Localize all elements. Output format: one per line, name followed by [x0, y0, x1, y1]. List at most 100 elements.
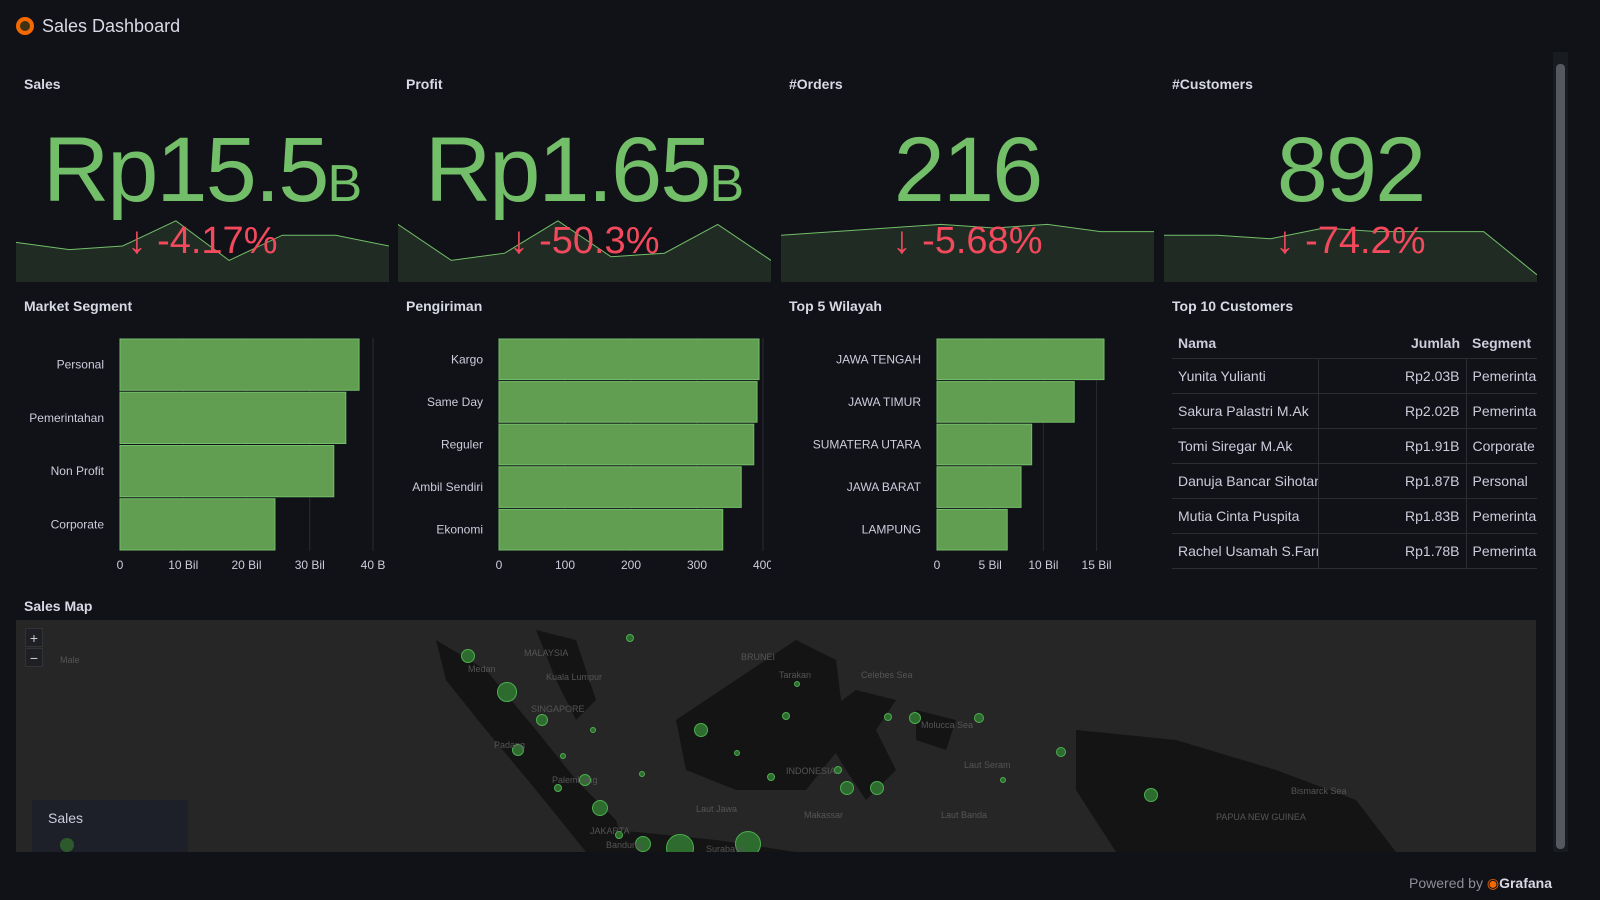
bar[interactable]	[936, 338, 1105, 381]
map-marker[interactable]	[590, 727, 596, 733]
scrollbar[interactable]	[1553, 52, 1568, 852]
stat-value: Rp15.5B	[16, 120, 389, 234]
grafana-logo-icon[interactable]	[16, 17, 34, 35]
map-marker[interactable]	[1000, 777, 1006, 783]
map-marker[interactable]	[734, 750, 740, 756]
bar[interactable]	[498, 338, 760, 381]
panel-title[interactable]: Sales	[24, 76, 61, 92]
dashboard-title[interactable]: Sales Dashboard	[42, 15, 181, 36]
stat-value: 216	[781, 120, 1154, 234]
grafana-link[interactable]: Grafana	[1499, 875, 1552, 891]
zoom-out-button[interactable]: −	[25, 648, 43, 667]
bar[interactable]	[119, 338, 360, 391]
map-marker[interactable]	[694, 723, 708, 737]
map-marker[interactable]	[735, 831, 761, 852]
map-label: SINGAPORE	[531, 704, 585, 714]
bar[interactable]	[119, 445, 335, 498]
table-row[interactable]: Danuja Bancar Sihotang Rp1.87B Personal	[1172, 463, 1537, 499]
bar[interactable]	[936, 508, 1008, 551]
bar[interactable]	[119, 391, 347, 444]
panel-title[interactable]: Profit	[406, 76, 443, 92]
map-marker[interactable]	[834, 766, 842, 774]
stat-panel-sales: Sales Rp15.5B ↓ -4.17%	[16, 70, 389, 282]
x-tick-label: 10 Bil	[168, 558, 198, 572]
stat-panel-profit: Profit Rp1.65B ↓ -50.3%	[398, 70, 771, 282]
bar[interactable]	[498, 466, 742, 508]
panel-title[interactable]: Top 5 Wilayah	[789, 298, 882, 314]
panel-title[interactable]: #Customers	[1172, 76, 1253, 92]
stat-delta: ↓ -74.2%	[1164, 220, 1537, 263]
map-marker[interactable]	[592, 800, 608, 816]
customers-table: Nama Jumlah Segment Yunita Yulianti Rp2.0…	[1172, 328, 1537, 569]
cell-jumlah: Rp1.78B	[1317, 533, 1466, 569]
map-marker[interactable]	[884, 713, 892, 721]
map-label: Bismarck Sea	[1291, 786, 1347, 796]
map-marker[interactable]	[1056, 747, 1066, 757]
map-marker[interactable]	[461, 649, 475, 663]
panel-title[interactable]: Sales Map	[24, 598, 93, 614]
category-label: JAWA TIMUR	[848, 395, 921, 409]
map-marker[interactable]	[840, 781, 854, 795]
x-tick-label: 0	[117, 558, 124, 572]
table-row[interactable]: Tomi Siregar M.Ak Rp1.91B Corporate	[1172, 428, 1537, 464]
map-marker[interactable]	[782, 712, 790, 720]
map-marker[interactable]	[512, 744, 524, 756]
map-marker[interactable]	[635, 836, 651, 852]
map-marker[interactable]	[974, 713, 984, 723]
cell-segment: Corporate	[1465, 428, 1537, 464]
category-label: Ambil Sendiri	[412, 480, 483, 494]
map-marker[interactable]	[1144, 788, 1158, 802]
panel-title[interactable]: Pengiriman	[406, 298, 483, 314]
top-wilayah-panel: Top 5 Wilayah 0 5 Bil 10 Bil 15 Bil JAWA TENG…	[781, 292, 1154, 575]
sales-map[interactable]: MALAYSIA Medan Kuala Lumpur SINGAPORE Pa…	[16, 620, 1536, 852]
stat-delta: ↓ -5.68%	[781, 220, 1154, 263]
bar[interactable]	[498, 423, 755, 466]
column-header-nama[interactable]: Nama	[1172, 328, 1318, 359]
map-marker[interactable]	[767, 773, 775, 781]
bar[interactable]	[936, 466, 1022, 508]
map-marker[interactable]	[579, 774, 591, 786]
panel-title[interactable]: #Orders	[789, 76, 843, 92]
map-landmass	[436, 630, 1396, 852]
category-label: JAWA BARAT	[847, 480, 922, 494]
x-tick-label: 0	[934, 558, 941, 572]
bar[interactable]	[498, 508, 724, 551]
panel-title[interactable]: Market Segment	[24, 298, 133, 314]
sparkline	[781, 223, 1154, 282]
stat-panel-orders: #Orders 216 ↓ -5.68%	[781, 70, 1154, 282]
x-tick-label: 10 Bil	[1028, 558, 1058, 572]
bar[interactable]	[498, 381, 758, 423]
map-marker[interactable]	[536, 714, 548, 726]
column-header-segment[interactable]: Segment	[1466, 328, 1537, 359]
map-marker[interactable]	[497, 682, 517, 702]
map-marker[interactable]	[909, 712, 921, 724]
map-marker[interactable]	[615, 831, 623, 839]
value-unit: B	[327, 155, 363, 213]
category-label: SUMATERA UTARA	[813, 438, 921, 452]
value-number: Rp15.5	[42, 119, 330, 221]
map-marker[interactable]	[554, 784, 562, 792]
x-tick-label: 0	[496, 558, 503, 572]
cell-jumlah: Rp2.02B	[1317, 393, 1466, 429]
zoom-in-button[interactable]: +	[25, 628, 43, 647]
map-marker[interactable]	[639, 771, 645, 777]
arrow-down-icon: ↓	[127, 220, 147, 262]
bar[interactable]	[119, 498, 276, 551]
map-marker[interactable]	[870, 781, 884, 795]
map-marker[interactable]	[794, 681, 800, 687]
panel-title[interactable]: Top 10 Customers	[1172, 298, 1294, 314]
bar[interactable]	[936, 423, 1033, 466]
scrollbar-thumb[interactable]	[1556, 64, 1565, 849]
map-label: Kuala Lumpur	[546, 672, 603, 682]
x-tick-label: 100	[555, 558, 575, 572]
x-tick-label: 15 Bil	[1082, 558, 1112, 572]
top-bar: Sales Dashboard	[0, 0, 1568, 52]
map-marker[interactable]	[560, 753, 566, 759]
column-header-jumlah[interactable]: Jumlah	[1318, 328, 1466, 359]
map-marker[interactable]	[626, 634, 634, 642]
bar[interactable]	[936, 381, 1075, 423]
